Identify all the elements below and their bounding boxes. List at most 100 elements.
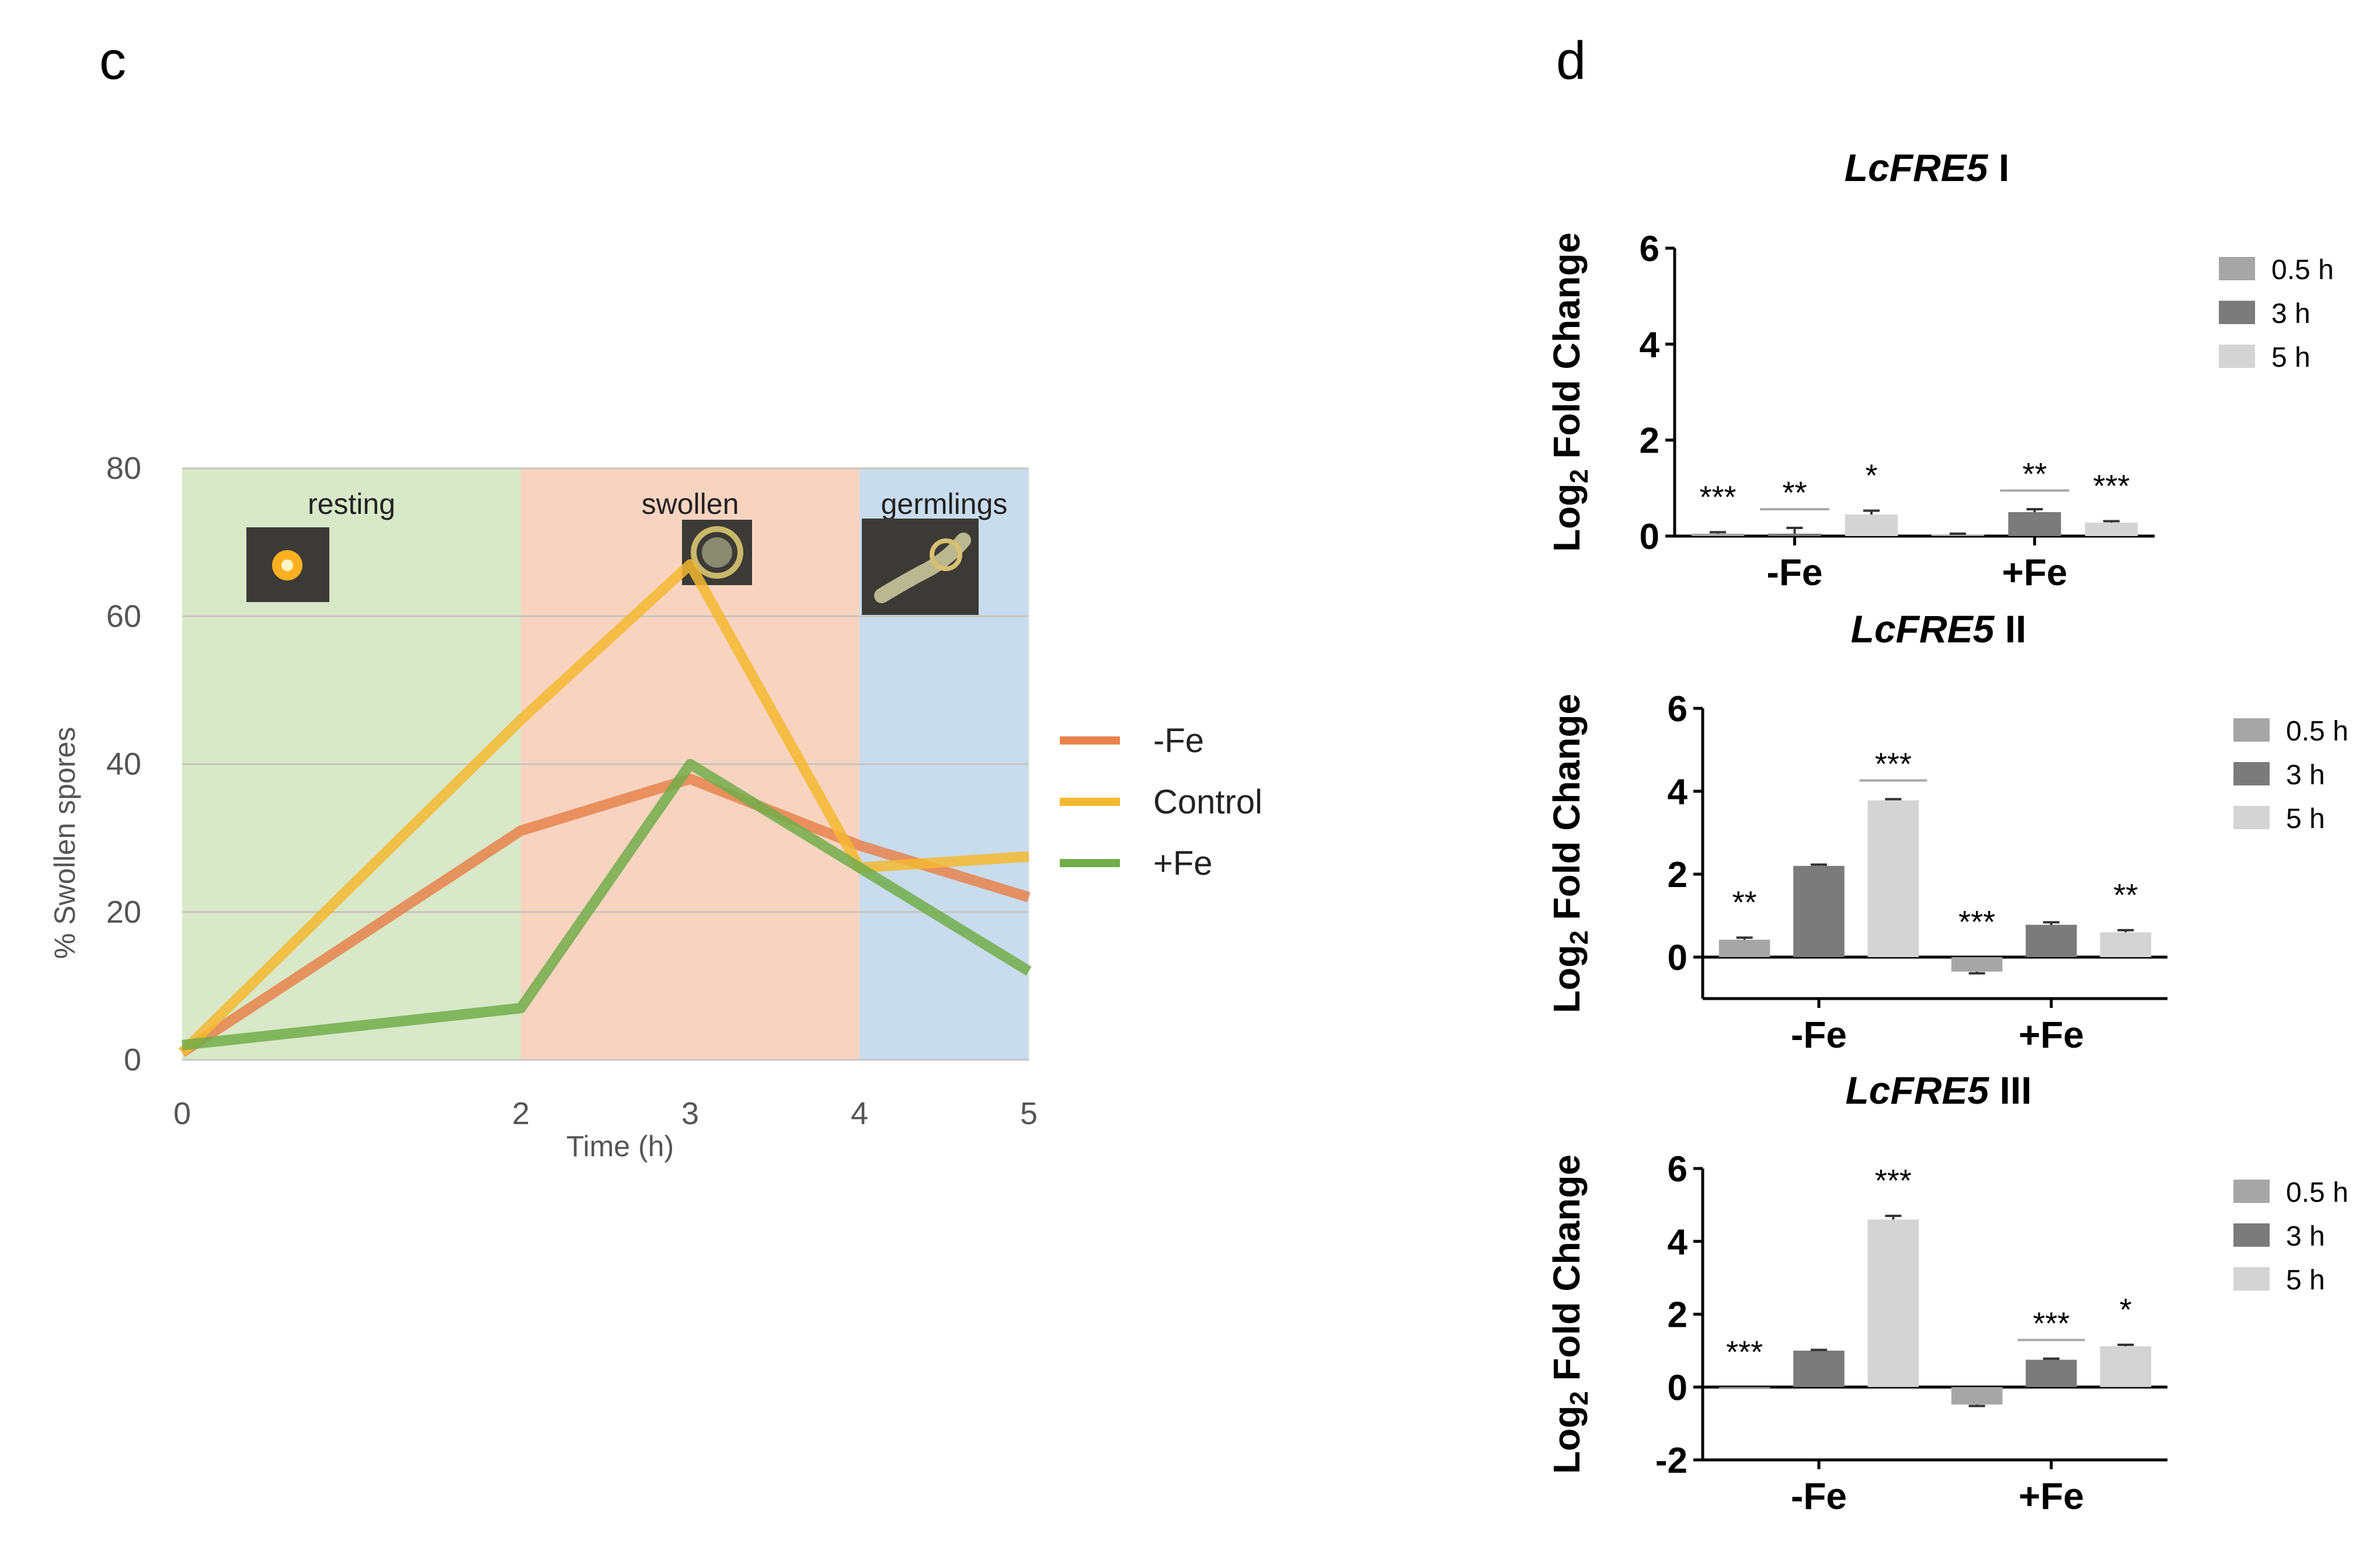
series-line-Control xyxy=(178,559,1029,1056)
y-tick-label: -2 xyxy=(1655,1441,1687,1481)
x-tick-label: 5 xyxy=(1020,1096,1038,1131)
y-tick-label: 4 xyxy=(1668,1222,1688,1263)
bar--Fe-5 h xyxy=(1867,800,1919,957)
y-axis-title-rest: Fold Change xyxy=(1546,1154,1588,1391)
significance-stars: *** xyxy=(1875,746,1912,781)
y-axis-title: Log2 Fold Change xyxy=(1546,232,1593,552)
y-axis-title-log: Log xyxy=(1546,945,1588,1013)
bar-+Fe-0.5 h xyxy=(1951,1387,2003,1405)
legend-label-0.5 h: 0.5 h xyxy=(2271,255,2334,286)
bar-+Fe-0.5 h xyxy=(1951,957,2003,972)
x-tick-label: 3 xyxy=(681,1096,699,1131)
bar--Fe-0.5 h xyxy=(1691,533,1745,536)
significance-stars: *** xyxy=(2093,469,2130,504)
y-tick-label: 60 xyxy=(106,599,141,634)
bar-+Fe-5 h xyxy=(2100,1346,2152,1387)
legend-label-5 h: 5 h xyxy=(2286,1265,2325,1296)
chart-title: LcFRE5 III xyxy=(1845,1069,2031,1112)
chart-title: LcFRE5 I xyxy=(1845,146,2009,189)
resting-spore-image-core xyxy=(281,559,293,571)
significance-stars: * xyxy=(1866,458,1878,493)
y-tick-label: 0 xyxy=(1668,1368,1687,1408)
panel-label-c: c xyxy=(99,31,126,91)
y-axis-title: Log2 Fold Change xyxy=(1546,694,1593,1013)
y-tick-label: 6 xyxy=(1668,689,1687,729)
bar-+Fe-3 h xyxy=(2008,512,2061,536)
y-tick-label: 2 xyxy=(1668,855,1687,895)
legend-label--Fe: -Fe xyxy=(1153,722,1204,760)
bar--Fe-3 h xyxy=(1793,1350,1845,1387)
y-tick-label: 4 xyxy=(1640,325,1660,365)
legend-label-0.5 h: 0.5 h xyxy=(2286,1177,2348,1208)
y-axis-title-log: Log xyxy=(1546,484,1588,552)
significance-stars: ** xyxy=(1782,475,1807,510)
significance-stars: * xyxy=(2120,1292,2132,1327)
chart-title-gene: LcFRE5 xyxy=(1845,146,1989,189)
legend-swatch-5 h xyxy=(2233,1267,2270,1291)
x-tick-label: 0 xyxy=(173,1096,191,1131)
legend-label-5 h: 5 h xyxy=(2271,342,2311,373)
swollen-spore-image-cell xyxy=(691,526,743,579)
y-axis-title-subscript: 2 xyxy=(1565,930,1593,944)
significance-stars: ** xyxy=(2113,878,2138,913)
significance-stars: *** xyxy=(1958,905,1995,940)
legend-swatch-3 h xyxy=(2233,762,2270,785)
y-axis-title-rest: Fold Change xyxy=(1546,694,1588,930)
bar--Fe-0.5 h xyxy=(1718,940,1770,957)
legend-swatch-0.5 h xyxy=(2233,1180,2270,1203)
legend-swatch-0.5 h xyxy=(2233,718,2270,742)
bar--Fe-0.5 h xyxy=(1718,1387,1770,1389)
bar-+Fe-3 h xyxy=(2026,924,2077,957)
y-tick-label: 20 xyxy=(106,895,141,930)
x-tick-label: +Fe xyxy=(2019,1475,2084,1517)
phase-label-germlings: germlings xyxy=(881,488,1008,520)
y-axis-title-subscript: 2 xyxy=(1565,1391,1593,1405)
bar-+Fe-3 h xyxy=(2026,1359,2077,1387)
legend-label-3 h: 3 h xyxy=(2286,760,2325,791)
y-tick-label: 0 xyxy=(124,1042,141,1077)
y-tick-label: 0 xyxy=(1640,517,1659,557)
phase-label-swollen: swollen xyxy=(642,488,739,520)
significance-stars: *** xyxy=(2033,1306,2069,1341)
x-tick-label: +Fe xyxy=(2019,1014,2084,1056)
y-tick-label: 2 xyxy=(1640,421,1659,461)
y-tick-label: 2 xyxy=(1668,1295,1687,1336)
y-tick-label: 40 xyxy=(106,747,141,782)
legend-swatch-3 h xyxy=(2233,1223,2270,1247)
legend-label-+Fe: +Fe xyxy=(1153,844,1213,882)
legend-label-5 h: 5 h xyxy=(2286,804,2325,834)
significance-stars: ** xyxy=(1732,885,1757,920)
legend-label-3 h: 3 h xyxy=(2286,1221,2325,1252)
phase-label-resting: resting xyxy=(308,488,395,520)
legend-label-0.5 h: 0.5 h xyxy=(2286,716,2348,747)
line-chart-swollen-spores: resting swollen germlings 0 20 40 60 80 0 2 3 4 5 Tim… xyxy=(48,451,1262,1163)
x-tick-label: 2 xyxy=(512,1096,530,1131)
bar--Fe-5 h xyxy=(1867,1219,1919,1387)
chart-title-suffix: I xyxy=(1988,146,2010,189)
chart-title: LcFRE5 II xyxy=(1851,607,2027,651)
legend-label-Control: Control xyxy=(1153,783,1262,821)
swollen-spore-image-core xyxy=(702,537,732,568)
series-line-+Fe xyxy=(182,759,1032,1051)
y-axis-title-log: Log xyxy=(1546,1406,1588,1474)
significance-stars: *** xyxy=(1699,479,1736,514)
significance-stars: *** xyxy=(1726,1334,1763,1369)
chart-title-gene: LcFRE5 xyxy=(1845,1069,1989,1112)
chart-title-suffix: III xyxy=(1989,1069,2031,1112)
x-tick-label: +Fe xyxy=(2002,551,2067,593)
germling-image-hypha xyxy=(874,533,971,603)
significance-stars: ** xyxy=(2022,457,2047,492)
y-axis-title-rest: Fold Change xyxy=(1546,232,1588,469)
significance-stars: *** xyxy=(1875,1163,1912,1198)
germling-image-spore xyxy=(930,538,962,571)
y-tick-label: 4 xyxy=(1668,772,1688,812)
y-tick-label: 6 xyxy=(1640,229,1659,269)
y-axis-title: % Swollen spores xyxy=(48,727,81,959)
x-tick-label: 4 xyxy=(851,1096,868,1131)
y-axis-title: Log2 Fold Change xyxy=(1546,1154,1593,1474)
chart-title-suffix: II xyxy=(1994,607,2026,651)
